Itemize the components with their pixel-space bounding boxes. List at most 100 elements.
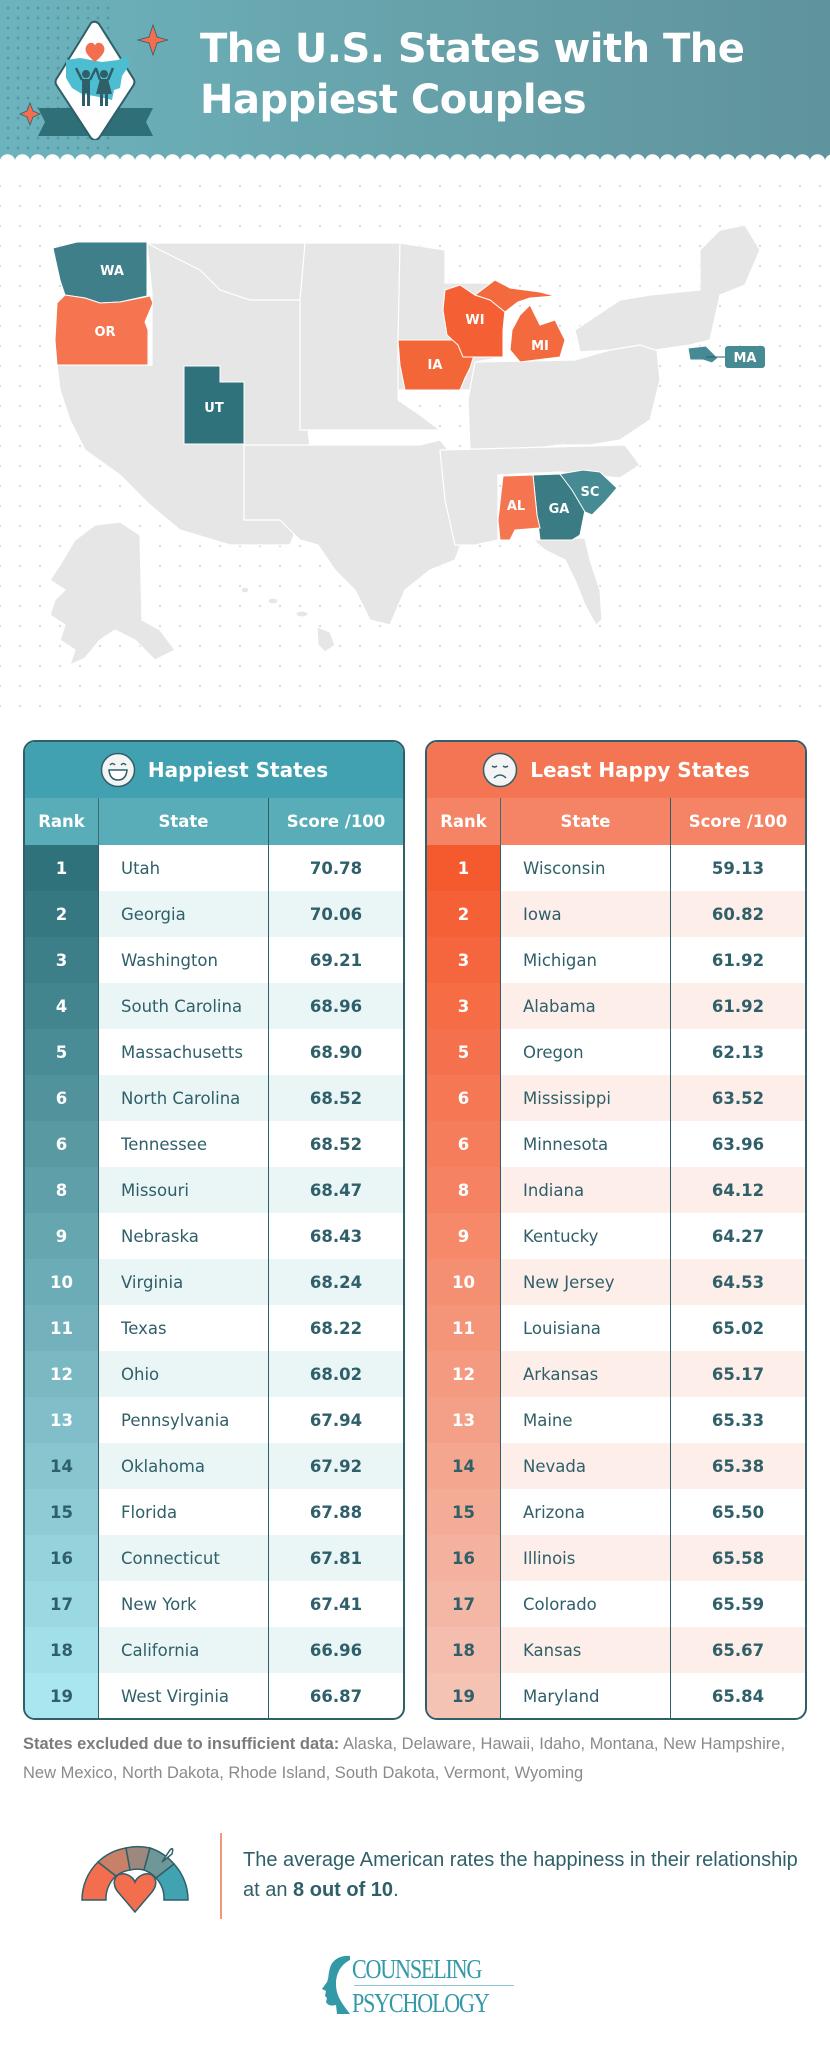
table-row: 16 Connecticut 67.81	[25, 1535, 403, 1581]
least-happy-states-table: Least Happy States Rank State Score /100…	[425, 740, 807, 1720]
state-cell: Missouri	[99, 1167, 269, 1213]
score-cell: 68.43	[309, 1226, 363, 1246]
table-row: 12 Arkansas 65.17	[427, 1351, 805, 1397]
column-header-state: State	[99, 798, 269, 845]
rank-cell: 18	[25, 1627, 99, 1673]
state-cell: Pennsylvania	[99, 1397, 269, 1443]
scalloped-edge	[0, 148, 830, 162]
rank-cell: 13	[25, 1397, 99, 1443]
score-cell: 62.13	[711, 1042, 765, 1062]
rank-cell: 14	[427, 1443, 501, 1489]
rank-cell: 2	[427, 891, 501, 937]
table-row: 18 Kansas 65.67	[427, 1627, 805, 1673]
rank-cell: 16	[25, 1535, 99, 1581]
rank-cell: 6	[427, 1075, 501, 1121]
table-row: 17 Colorado 65.59	[427, 1581, 805, 1627]
table-row: 14 Oklahoma 67.92	[25, 1443, 403, 1489]
us-states-map-graphic: WA OR UT IA WI MI AL GA SC MA	[49, 224, 765, 667]
table-row: 6 North Carolina 68.52	[25, 1075, 403, 1121]
column-header-score: Score /100	[286, 812, 386, 831]
us-map: WA OR UT IA WI MI AL GA SC MA	[0, 168, 830, 713]
table-row: 2 Georgia 70.06	[25, 891, 403, 937]
table-row: 3 Washington 69.21	[25, 937, 403, 983]
rank-cell: 17	[427, 1581, 501, 1627]
table-row: 15 Arizona 65.50	[427, 1489, 805, 1535]
table-body: 1 Wisconsin 59.13 2 Iowa 60.82 3 Michigan 61.92 3…	[427, 845, 805, 1718]
table-row: 17 New York 67.41	[25, 1581, 403, 1627]
state-cell: New York	[99, 1581, 269, 1627]
state-cell: Wisconsin	[501, 845, 671, 891]
table-row: 15 Florida 67.88	[25, 1489, 403, 1535]
score-cell: 65.84	[711, 1686, 765, 1706]
state-cell: Indiana	[501, 1167, 671, 1213]
state-wi	[442, 284, 506, 358]
rank-cell: 2	[25, 891, 99, 937]
table-row: 11 Louisiana 65.02	[427, 1305, 805, 1351]
map-label-al: AL	[507, 499, 525, 514]
state-cell: Massachusetts	[99, 1029, 269, 1075]
map-label-or: OR	[94, 325, 115, 340]
column-header-score: Score /100	[688, 812, 788, 831]
score-cell: 67.81	[269, 1535, 403, 1581]
score-cell: 65.59	[711, 1594, 765, 1614]
table-row: 14 Nevada 65.38	[427, 1443, 805, 1489]
couple-usa-heart-badge-icon	[18, 20, 168, 140]
map-label-sc: SC	[581, 485, 600, 500]
table-title-bar: Happiest States	[25, 742, 403, 798]
score-cell: 64.27	[711, 1226, 765, 1246]
table-title: Happiest States	[147, 758, 329, 782]
state-cell: Kansas	[501, 1627, 671, 1673]
column-header-rank: Rank	[25, 798, 99, 845]
header-banner: The U.S. States with The Happiest Couple…	[0, 0, 830, 162]
state-cell: Illinois	[501, 1535, 671, 1581]
counseling-psychology-logo: COUNSELING PSYCHOLOGY	[318, 1954, 518, 2020]
average-rating-callout: The average American rates the happiness…	[243, 1845, 803, 1905]
state-cell: Alabama	[501, 983, 671, 1029]
map-label-mi: MI	[531, 339, 549, 354]
state-cell: Florida	[99, 1489, 269, 1535]
score-cell: 68.24	[269, 1259, 403, 1305]
table-header-row: Rank State Score /100	[25, 798, 403, 845]
rank-cell: 18	[427, 1627, 501, 1673]
state-cell: Arizona	[501, 1489, 671, 1535]
score-cell: 65.33	[711, 1410, 765, 1430]
score-cell: 68.02	[269, 1351, 403, 1397]
state-cell: Kentucky	[501, 1213, 671, 1259]
state-cell: Connecticut	[99, 1535, 269, 1581]
table-row: 19 Maryland 65.84	[427, 1673, 805, 1718]
logo-rule	[354, 1985, 514, 1986]
table-row: 4 South Carolina 68.96	[25, 983, 403, 1029]
map-label-wa: WA	[100, 264, 124, 279]
score-cell: 61.92	[671, 983, 805, 1029]
map-label-ma: MA	[734, 351, 757, 366]
rank-cell: 16	[427, 1535, 501, 1581]
score-cell: 64.12	[671, 1167, 805, 1213]
state-cell: Oklahoma	[99, 1443, 269, 1489]
rank-cell: 6	[25, 1075, 99, 1121]
rank-cell: 8	[25, 1167, 99, 1213]
state-cell: South Carolina	[99, 983, 269, 1029]
page-title: The U.S. States with The Happiest Couple…	[200, 26, 745, 123]
rank-cell: 8	[427, 1167, 501, 1213]
rank-cell: 17	[25, 1581, 99, 1627]
score-cell: 65.17	[671, 1351, 805, 1397]
state-cell: Maine	[501, 1397, 671, 1443]
score-cell: 64.53	[671, 1259, 805, 1305]
callout-text-end: .	[393, 1879, 399, 1901]
callout-text-start: The average American rates the happiness…	[243, 1849, 798, 1901]
state-cell: Utah	[99, 845, 269, 891]
callout-divider	[220, 1833, 222, 1919]
state-cell: California	[99, 1627, 269, 1673]
rank-cell: 6	[427, 1121, 501, 1167]
table-row: 8 Missouri 68.47	[25, 1167, 403, 1213]
table-row: 11 Texas 68.22	[25, 1305, 403, 1351]
happy-face-icon	[100, 752, 136, 788]
state-cell: Maryland	[501, 1673, 671, 1718]
rank-cell: 11	[427, 1305, 501, 1351]
score-cell: 63.96	[711, 1134, 765, 1154]
state-ut	[183, 365, 245, 445]
table-row: 1 Utah 70.78	[25, 845, 403, 891]
table-row: 2 Iowa 60.82	[427, 891, 805, 937]
table-row: 5 Oregon 62.13	[427, 1029, 805, 1075]
